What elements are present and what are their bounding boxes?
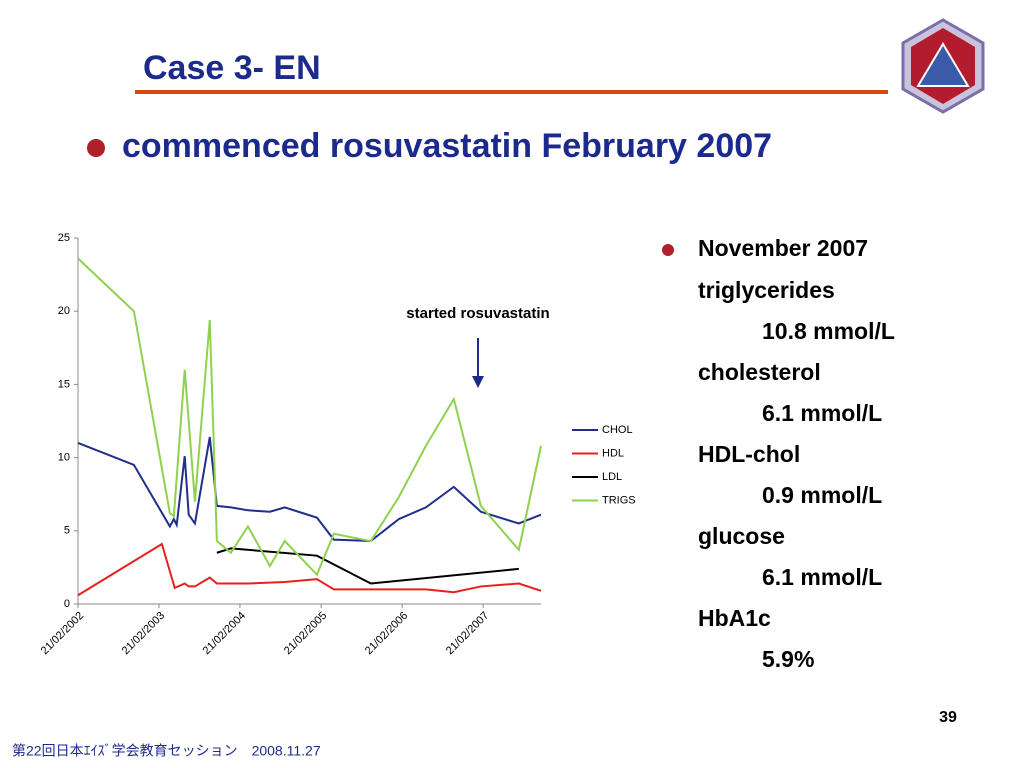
result-name: cholesterol (698, 359, 821, 385)
result-name: HDL-chol (698, 441, 800, 467)
x-tick-label: 21/02/2003 (120, 610, 167, 657)
y-tick-label: 5 (64, 525, 70, 537)
logo (901, 18, 985, 114)
x-tick-label: 21/02/2007 (444, 610, 491, 657)
result-heading: November 2007 (698, 235, 868, 261)
legend-label: CHOL (602, 424, 633, 436)
bullet-text: commenced rosuvastatin February 2007 (122, 127, 772, 165)
result-name: HbA1c (698, 605, 771, 631)
slide-title: Case 3- EN (143, 49, 321, 87)
result-name: triglycerides (698, 277, 835, 303)
legend-label: TRIGS (602, 494, 636, 506)
result-value: 6.1 mmol/L (762, 564, 882, 590)
result-value: 5.9% (762, 646, 814, 672)
y-tick-label: 25 (58, 232, 70, 244)
series-line (77, 436, 542, 543)
result-name: glucose (698, 523, 785, 549)
y-tick-label: 20 (58, 305, 70, 317)
annotation: started rosuvastatin (406, 305, 549, 322)
y-tick-label: 10 (58, 452, 70, 464)
bullet-dot (87, 139, 105, 157)
title-underline (135, 90, 888, 94)
y-tick-label: 15 (58, 378, 70, 390)
x-tick-label: 21/02/2004 (201, 610, 248, 657)
legend-label: LDL (602, 471, 622, 483)
y-tick-label: 0 (64, 598, 70, 610)
footer: 第22回日本ｴｲｽﾞ学会教育セッション 2008.11.27 (12, 743, 321, 759)
page-number: 39 (939, 709, 957, 726)
series-line (77, 542, 542, 597)
x-tick-label: 21/02/2006 (363, 610, 410, 657)
x-tick-label: 21/02/2002 (39, 610, 86, 657)
result-value: 10.8 mmol/L (762, 318, 895, 344)
annotation-arrowhead (472, 376, 484, 388)
series-line (77, 257, 542, 577)
result-value: 0.9 mmol/L (762, 482, 882, 508)
legend-label: HDL (602, 447, 624, 459)
x-tick-label: 21/02/2005 (282, 610, 329, 657)
result-value: 6.1 mmol/L (762, 400, 882, 426)
bullet-dot (662, 244, 674, 256)
